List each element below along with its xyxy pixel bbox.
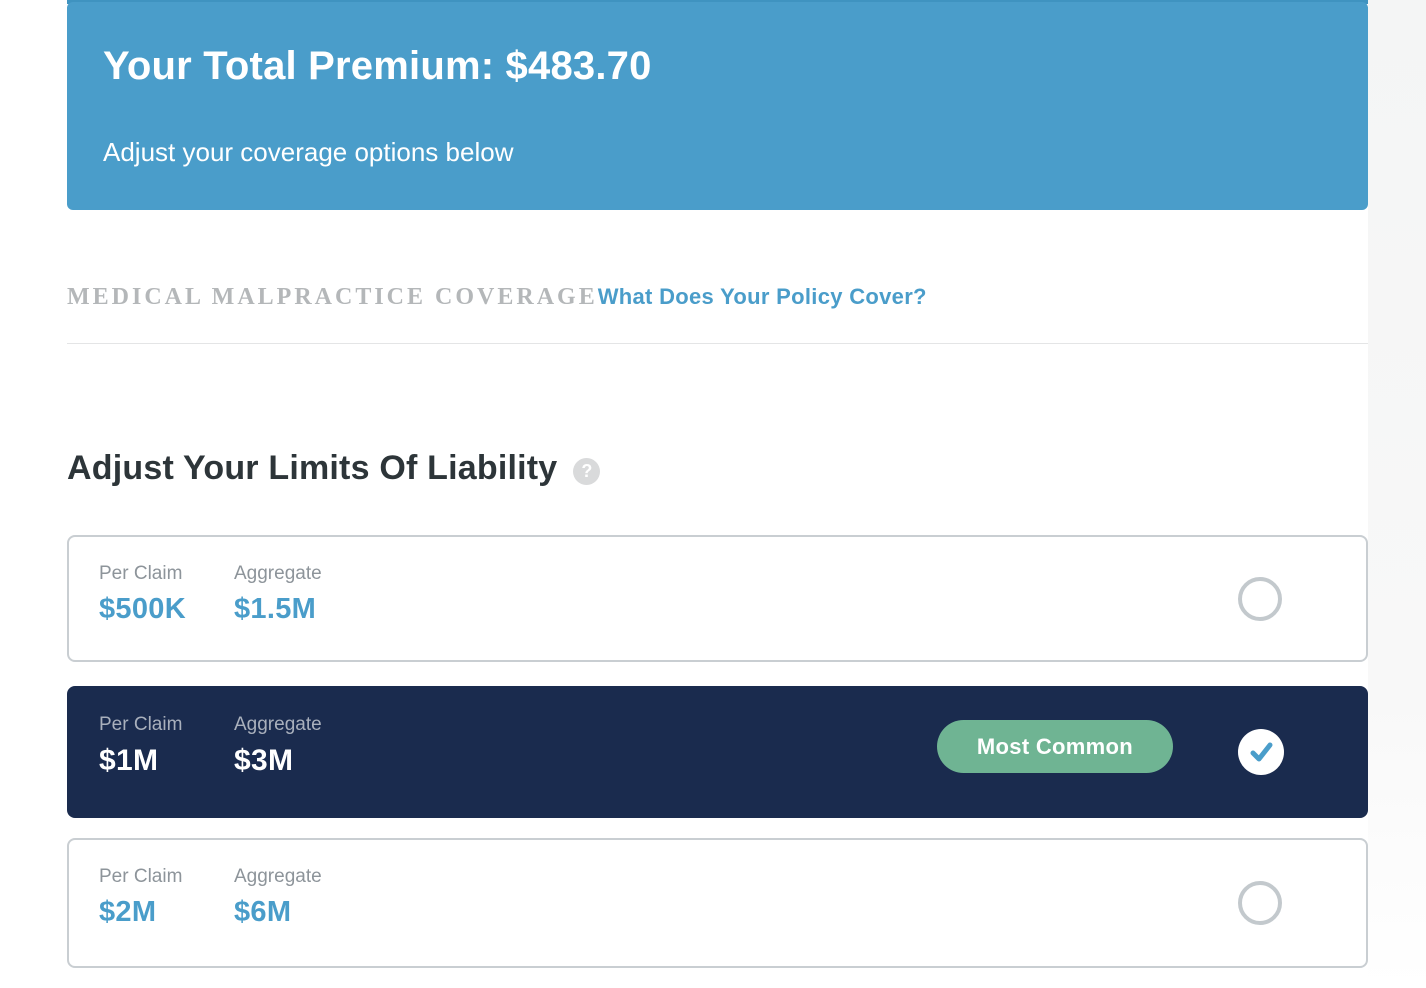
- checkmark-icon: [1250, 742, 1273, 762]
- most-common-badge: Most Common: [936, 720, 1173, 773]
- limit-values: Per Claim $500K Aggregate $1.5M: [99, 563, 367, 626]
- aggregate-label: Aggregate: [234, 714, 322, 735]
- radio-selected-check-icon[interactable]: [1238, 729, 1284, 775]
- per-claim-label: Per Claim: [99, 866, 183, 887]
- page-right-gutter: [1368, 0, 1426, 988]
- per-claim-value: $2M: [99, 896, 157, 928]
- policy-cover-link[interactable]: What Does Your Policy Cover?: [597, 284, 927, 309]
- premium-banner: Your Total Premium: $483.70 Adjust your …: [67, 2, 1368, 210]
- limit-option-2m[interactable]: Per Claim $2M Aggregate $6M: [67, 838, 1368, 968]
- aggregate-label: Aggregate: [234, 866, 322, 887]
- radio-unselected-icon[interactable]: [1238, 576, 1282, 621]
- limit-option-500k[interactable]: Per Claim $500K Aggregate $1.5M: [67, 535, 1368, 662]
- section-title: MEDICAL MALPRACTICE COVERAGE: [67, 284, 598, 310]
- limits-heading: Adjust Your Limits Of Liability: [67, 449, 558, 487]
- per-claim-label: Per Claim: [99, 714, 183, 735]
- help-icon[interactable]: ?: [573, 458, 601, 485]
- total-premium-title: Your Total Premium: $483.70: [103, 44, 652, 88]
- aggregate-value: $6M: [234, 896, 292, 928]
- per-claim-value: $1M: [99, 744, 159, 777]
- per-claim-value: $500K: [99, 593, 186, 625]
- section-header-row: MEDICAL MALPRACTICE COVERAGE What Does Y…: [67, 284, 1368, 311]
- aggregate-value: $3M: [234, 744, 294, 777]
- radio-unselected-icon[interactable]: [1238, 881, 1282, 925]
- limit-values: Per Claim $2M Aggregate $6M: [99, 866, 367, 929]
- section-divider: [67, 343, 1368, 344]
- aggregate-value: $1.5M: [234, 593, 317, 625]
- limit-values: Per Claim $1M Aggregate $3M: [99, 714, 367, 778]
- banner-subtitle: Adjust your coverage options below: [103, 137, 514, 167]
- limit-option-1m-selected[interactable]: Per Claim $1M Aggregate $3M Most Common: [67, 686, 1368, 818]
- aggregate-label: Aggregate: [234, 563, 322, 584]
- limits-heading-row: Adjust Your Limits Of Liability ?: [67, 449, 601, 488]
- per-claim-label: Per Claim: [99, 563, 183, 584]
